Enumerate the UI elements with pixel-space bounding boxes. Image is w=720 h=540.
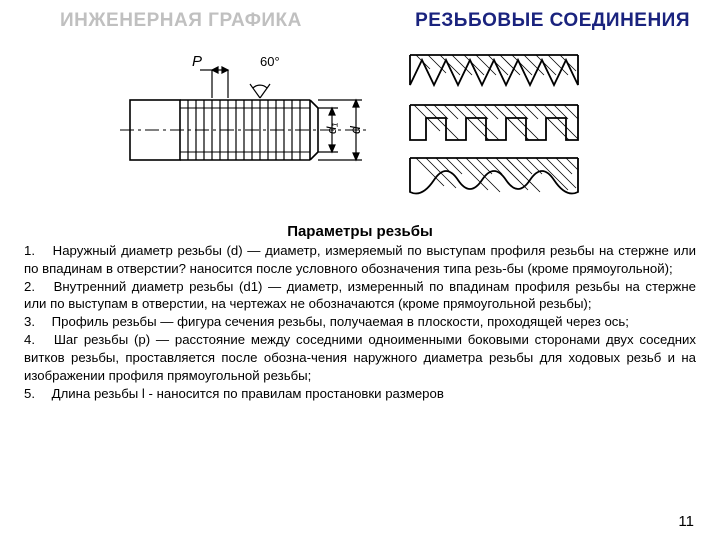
header: ИНЖЕНЕРНАЯ ГРАФИКА РЕЗЬБОВЫЕ СОЕДИНЕНИЯ [0, 0, 720, 36]
body-text: 1. Наружный диаметр резьбы (d) — диаметр… [0, 242, 720, 402]
thread-diagram: P 60° d₁ d [0, 40, 720, 215]
header-right: РЕЗЬБОВЫЕ СОЕДИНЕНИЯ [415, 10, 690, 32]
label-d: d [347, 125, 363, 134]
item-3-text: Профиль резьбы — фигура сечения резьбы, … [52, 314, 629, 329]
item-5-num: 5. [24, 385, 48, 403]
item-3-num: 3. [24, 313, 48, 331]
item-4-text: Шаг резьбы (р) — расстояние между соседн… [24, 332, 696, 383]
item-2-num: 2. [24, 278, 48, 296]
subtitle: Параметры резьбы [0, 223, 720, 240]
item-5-text: Длина резьбы l - наносится по правилам п… [52, 386, 444, 401]
item-2-text: Внутренний диаметр резьбы (d1) — диаметр… [24, 279, 696, 312]
header-left: ИНЖЕНЕРНАЯ ГРАФИКА [60, 10, 415, 32]
page-number: 11 [678, 513, 694, 530]
item-1-text: Наружный диаметр резьбы (d) — диаметр, и… [24, 243, 696, 276]
label-angle: 60° [260, 54, 280, 69]
item-1-num: 1. [24, 242, 48, 260]
label-P: P [192, 53, 202, 70]
label-d1: d₁ [324, 123, 339, 134]
item-4-num: 4. [24, 331, 48, 349]
